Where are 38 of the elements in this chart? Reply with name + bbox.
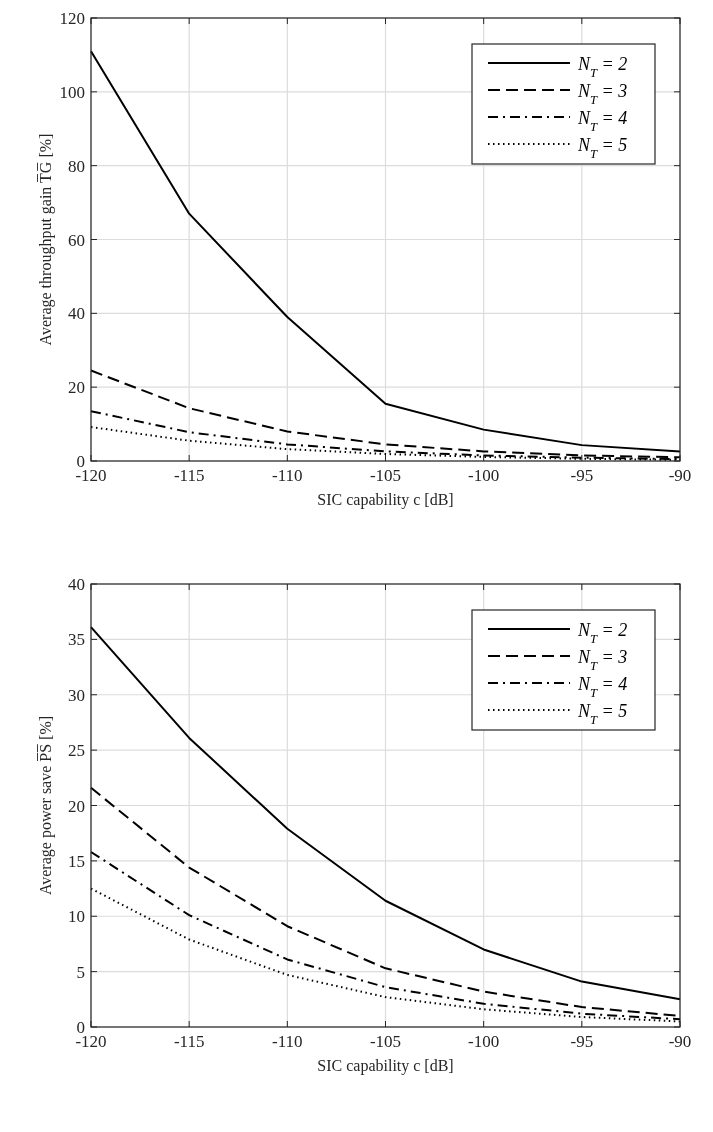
y-axis-title: Average power save P̅S̅ [%] xyxy=(37,715,55,896)
y-tick-label: 5 xyxy=(76,962,85,982)
legend-label: N$_{T}$ = 3 xyxy=(577,647,628,673)
y-tick-label: 20 xyxy=(68,796,85,816)
y-tick-label: 120 xyxy=(59,9,85,28)
x-tick-label: -105 xyxy=(369,1032,402,1051)
legend-label: N$_{T}$ = 3 xyxy=(577,81,628,107)
legend-label: N$_{T}$ = 2 xyxy=(577,620,628,646)
x-axis-title: SIC capability c [dB] xyxy=(317,1057,454,1075)
y-tick-label: 25 xyxy=(68,741,85,761)
x-tick-label: -90 xyxy=(668,1032,692,1051)
y-tick-label: 80 xyxy=(68,156,85,176)
y-tick-label: 100 xyxy=(59,82,85,102)
x-tick-label: -95 xyxy=(570,466,594,485)
y-tick-label: 40 xyxy=(68,575,85,594)
y-tick-label: 35 xyxy=(68,630,85,650)
x-tick-label: -115 xyxy=(173,1032,205,1051)
legend-label: N$_{T}$ = 5 xyxy=(577,701,628,727)
x-tick-label: -105 xyxy=(369,466,402,485)
y-tick-label: 60 xyxy=(68,230,85,250)
x-tick-label: -100 xyxy=(468,1032,500,1051)
legend-label: N$_{T}$ = 4 xyxy=(577,674,628,700)
y-tick-label: 20 xyxy=(68,378,85,398)
legend-label: N$_{T}$ = 4 xyxy=(577,108,628,134)
x-tick-label: -110 xyxy=(272,1032,303,1051)
legend-label: N$_{T}$ = 2 xyxy=(577,54,628,80)
y-tick-label: 30 xyxy=(68,685,85,705)
y-tick-label: 15 xyxy=(68,851,85,871)
y-axis-title: Average throughput gain T̅G̅ [%] xyxy=(37,133,55,346)
x-tick-label: -110 xyxy=(272,466,303,485)
x-tick-label: -95 xyxy=(570,1032,594,1051)
y-tick-label: 10 xyxy=(68,907,85,927)
x-tick-label: -100 xyxy=(468,466,500,485)
x-tick-label: -90 xyxy=(668,466,692,485)
x-tick-label: -115 xyxy=(173,466,205,485)
x-axis-title: SIC capability c [dB] xyxy=(317,491,454,509)
y-tick-label: 40 xyxy=(68,304,85,324)
legend-label: N$_{T}$ = 5 xyxy=(577,135,628,161)
